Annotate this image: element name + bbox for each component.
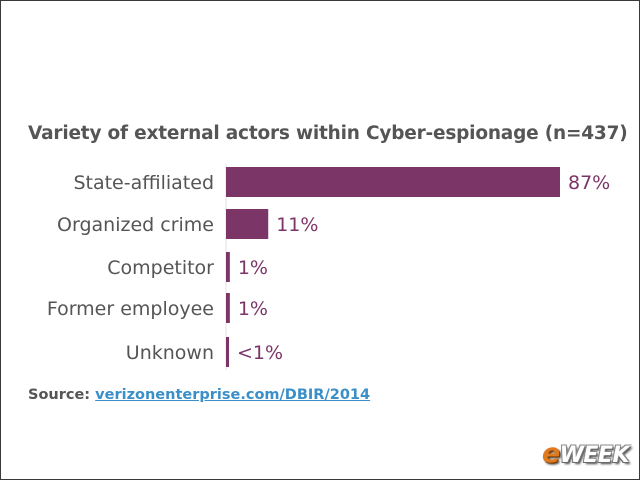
bar-1 <box>226 209 269 239</box>
category-label-2: Competitor <box>107 257 214 279</box>
eweek-logo-week: WEEK <box>559 443 630 468</box>
source-link[interactable]: verizonenterprise.com/DBIR/2014 <box>95 387 371 403</box>
eweek-logo-e: e <box>541 438 560 469</box>
value-label-0: 87% <box>568 172 610 194</box>
category-label-0: State-affiliated <box>73 172 214 194</box>
eweek-logo: eWEEK <box>541 438 630 469</box>
source-prefix: Source: <box>28 387 91 403</box>
category-label-1: Organized crime <box>57 214 214 236</box>
value-label-2: 1% <box>238 257 268 279</box>
source-line: Source: verizonenterprise.com/DBIR/2014 <box>28 387 370 403</box>
chart-title: Variety of external actors within Cyber-… <box>28 123 628 144</box>
bar-3 <box>226 293 230 323</box>
value-label-3: 1% <box>238 298 268 320</box>
value-label-1: 11% <box>276 214 318 236</box>
bar-0 <box>226 167 560 197</box>
value-label-4: <1% <box>237 342 283 364</box>
category-label-3: Former employee <box>47 298 214 320</box>
category-label-4: Unknown <box>126 342 214 364</box>
bar-4 <box>226 337 229 367</box>
bar-2 <box>226 252 230 282</box>
